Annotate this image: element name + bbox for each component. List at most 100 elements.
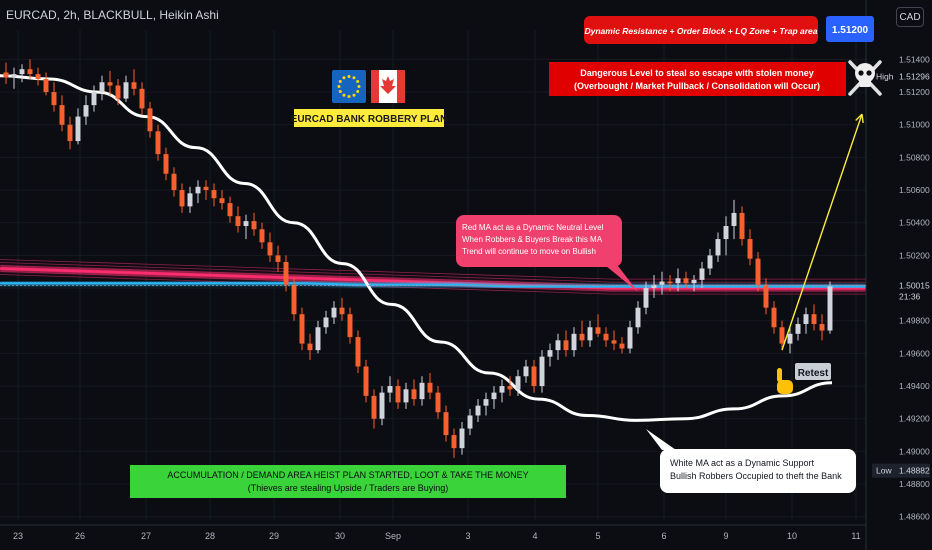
white-ma-note-bg bbox=[660, 449, 856, 493]
red-ma-note-line2: When Robbers & Buyers Break this MA bbox=[462, 235, 603, 244]
hand-palm bbox=[777, 380, 793, 394]
eu-star bbox=[338, 90, 342, 93]
eu-star bbox=[347, 95, 351, 98]
candle bbox=[43, 72, 49, 96]
candle-body bbox=[3, 72, 9, 78]
candle-body bbox=[443, 412, 449, 436]
eu-star bbox=[342, 76, 346, 80]
candle-body bbox=[267, 242, 273, 256]
candle-body bbox=[419, 382, 425, 400]
candle bbox=[483, 392, 489, 416]
moving-average-bands bbox=[0, 259, 866, 295]
candle-body bbox=[243, 221, 249, 226]
candle-body bbox=[259, 229, 265, 243]
candle-body bbox=[435, 392, 441, 413]
candle bbox=[371, 389, 377, 429]
x-tick-label: 5 bbox=[595, 531, 600, 541]
candle-body bbox=[83, 105, 89, 117]
candle bbox=[755, 252, 761, 292]
candle bbox=[635, 301, 641, 334]
y-tick-label: 1.49800 bbox=[899, 316, 930, 326]
candle bbox=[107, 70, 113, 96]
candle bbox=[667, 275, 673, 292]
y-tick-label: 1.49000 bbox=[899, 446, 930, 456]
high-tag-bg bbox=[868, 69, 930, 84]
candle bbox=[659, 271, 665, 295]
candle bbox=[379, 386, 385, 426]
y-tick-label: 1.51200 bbox=[899, 87, 930, 97]
symbol-title[interactable]: EURCAD, 2h, BLACKBULL, Heikin Ashi bbox=[6, 8, 219, 22]
candle bbox=[275, 245, 281, 272]
candle-body bbox=[595, 327, 601, 334]
candle-body bbox=[179, 190, 185, 207]
skull-head bbox=[855, 63, 875, 83]
candle-body bbox=[187, 193, 193, 207]
candle bbox=[267, 232, 273, 262]
candle bbox=[747, 229, 753, 266]
candle-body bbox=[707, 255, 713, 269]
candle bbox=[691, 275, 697, 292]
candle-body bbox=[683, 278, 689, 284]
x-tick-label: 29 bbox=[269, 531, 279, 541]
candle-body bbox=[123, 82, 129, 99]
candle bbox=[603, 327, 609, 347]
candle-body bbox=[451, 435, 457, 449]
red-ma-envelope bbox=[0, 274, 866, 295]
candle-body bbox=[507, 386, 513, 390]
candle bbox=[323, 310, 329, 334]
candle bbox=[547, 343, 553, 367]
candle-body bbox=[107, 82, 113, 86]
candle-body bbox=[363, 366, 369, 396]
y-tick-label: 1.51000 bbox=[899, 120, 930, 130]
candle-body bbox=[355, 337, 361, 367]
candle bbox=[59, 95, 65, 132]
candle-body bbox=[235, 216, 241, 226]
danger-line2: (Overbought / Market Pullback / Consolid… bbox=[574, 81, 820, 91]
currency-button[interactable]: CAD bbox=[896, 7, 924, 27]
candle bbox=[475, 399, 481, 422]
candle-body bbox=[379, 392, 385, 419]
candle-body bbox=[11, 74, 17, 78]
eu-star bbox=[342, 93, 346, 97]
candle-body bbox=[531, 366, 537, 387]
y-tick-label: 1.50600 bbox=[899, 185, 930, 195]
candle-body bbox=[747, 239, 753, 259]
candle-body bbox=[691, 279, 697, 284]
candle bbox=[347, 307, 353, 344]
candle-body bbox=[299, 314, 305, 344]
time-axis[interactable]: 23 26 27 28 29 30 Sep 3 4 5 6 9 10 11 bbox=[0, 524, 866, 541]
candle bbox=[307, 333, 313, 360]
red-ma-note-pointer bbox=[606, 266, 638, 292]
candle-body bbox=[115, 85, 121, 99]
target-arrow-line bbox=[781, 113, 863, 351]
candle-body bbox=[307, 343, 313, 351]
eu-star bbox=[356, 90, 360, 93]
eu-star bbox=[347, 75, 351, 78]
target-arrow-head bbox=[855, 113, 864, 124]
candle-body bbox=[291, 284, 297, 315]
candle bbox=[387, 376, 393, 403]
eu-flag-bg bbox=[332, 70, 366, 103]
pointing-hand-icon bbox=[777, 368, 793, 394]
skull-crossbones-icon bbox=[848, 60, 882, 96]
candle bbox=[491, 386, 497, 409]
candle bbox=[587, 320, 593, 347]
maple-leaf bbox=[380, 76, 396, 94]
candle bbox=[643, 281, 649, 315]
candle-body bbox=[387, 386, 393, 393]
y-tick-label: 1.49400 bbox=[899, 381, 930, 391]
candle-body bbox=[699, 268, 705, 280]
x-tick-label: 4 bbox=[532, 531, 537, 541]
candle bbox=[771, 301, 777, 334]
candle bbox=[19, 64, 25, 83]
red-ma-note-line3: Trend will continue to move on Bullish bbox=[462, 247, 596, 256]
candle bbox=[723, 216, 729, 256]
candle-body bbox=[155, 131, 161, 155]
white-ma-note-pointer bbox=[646, 429, 676, 450]
candle-body bbox=[203, 186, 209, 191]
candle-body bbox=[819, 324, 825, 331]
candle-body bbox=[667, 281, 673, 284]
candle-body bbox=[459, 428, 465, 449]
current-price: 1.50015 bbox=[899, 281, 930, 291]
